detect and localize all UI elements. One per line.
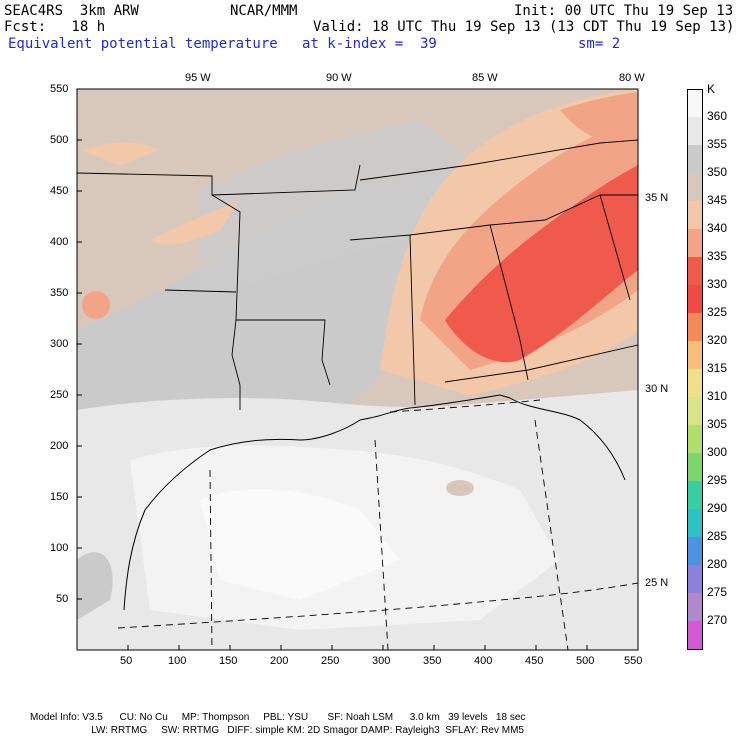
legend-level-label: 350 (707, 165, 728, 179)
x-tick-label: 150 (219, 655, 238, 667)
legend-color-cell (687, 369, 703, 397)
legend-level-label: 300 (707, 445, 728, 459)
legend-level-label: 310 (707, 389, 728, 403)
legend-color-cell (687, 481, 703, 509)
legend-color-cell (687, 453, 703, 481)
y-tick-label: 200 (50, 440, 69, 452)
legend-color-cell (687, 621, 703, 650)
x-tick-label: 500 (576, 655, 595, 667)
frame-ticks (77, 88, 588, 650)
legend-color-cell (687, 397, 703, 425)
legend-level-label: 330 (707, 277, 728, 291)
gulf-coastline (123, 394, 626, 611)
legend-color-cell (687, 313, 703, 341)
legend-level-label: 295 (707, 473, 728, 487)
y-tick-label: 500 (50, 134, 69, 146)
model-info-line1: Model Info: V3.5 CU: No Cu MP: Thompson … (30, 712, 526, 723)
legend-level-label: 320 (707, 333, 728, 347)
latitude-label: 35 N (645, 192, 669, 204)
legend-color-cell (687, 565, 703, 593)
legend-level-label: 340 (707, 221, 728, 235)
legend-level-label: 305 (707, 417, 728, 431)
legend-level-label: 325 (707, 305, 728, 319)
legend-color-cell (687, 509, 703, 537)
legend-level-label: 270 (707, 613, 728, 627)
longitude-label: 80 W (619, 72, 645, 84)
legend-color-cell (687, 117, 703, 145)
legend-level-label: 355 (707, 137, 728, 151)
institution-label: NCAR/MMM (230, 3, 298, 19)
x-tick-label: 300 (372, 655, 391, 667)
legend-level-label: 275 (707, 585, 728, 599)
legend-color-cell (687, 89, 703, 118)
legend-level-label: 285 (707, 529, 728, 543)
legend-color-cell (687, 593, 703, 621)
legend-level-label: 360 (707, 109, 728, 123)
forecast-hour: Fcst: 18 h (4, 19, 106, 35)
x-tick-label: 250 (321, 655, 340, 667)
legend-color-cell (687, 201, 703, 229)
x-tick-label: 550 (624, 655, 643, 667)
legend-level-label: 345 (707, 193, 728, 207)
x-tick-label: 450 (525, 655, 544, 667)
legend-color-cell (687, 425, 703, 453)
x-tick-label: 350 (423, 655, 442, 667)
legend-color-cell (687, 145, 703, 173)
field-name: Equivalent potential temperature (8, 36, 278, 52)
x-tick-label: 400 (474, 655, 493, 667)
k-index-label: at k-index = 39 (302, 36, 437, 52)
legend-level-label: 315 (707, 361, 728, 375)
y-tick-label: 300 (50, 338, 69, 350)
legend-level-label: 290 (707, 501, 728, 515)
map-frame (76, 88, 639, 651)
legend-unit: K (707, 82, 716, 96)
legend-level-label: 335 (707, 249, 728, 263)
y-tick-label: 400 (50, 236, 69, 248)
x-tick-label: 200 (270, 655, 289, 667)
y-tick-label: 50 (56, 593, 69, 605)
valid-time: Valid: 18 UTC Thu 19 Sep 13 (13 CDT Thu … (313, 19, 735, 35)
longitude-label: 85 W (472, 72, 498, 84)
x-tick-label: 100 (168, 655, 187, 667)
latitude-label: 30 N (645, 383, 669, 395)
init-time: Init: 00 UTC Thu 19 Sep 13 (514, 3, 734, 19)
y-tick-label: 550 (50, 83, 69, 95)
y-tick-label: 350 (50, 287, 69, 299)
legend-color-cell (687, 285, 703, 313)
legend-color-cell (687, 257, 703, 285)
y-tick-label: 250 (50, 389, 69, 401)
y-tick-label: 450 (50, 185, 69, 197)
model-info-line2: LW: RRTMG SW: RRTMG DIFF: simple KM: 2D … (30, 725, 524, 736)
longitude-label: 90 W (326, 72, 352, 84)
smoothing-label: sm= 2 (578, 36, 621, 52)
legend-color-cell (687, 537, 703, 565)
x-tick-label: 50 (120, 655, 133, 667)
legend-color-cell (687, 173, 703, 201)
longitude-label: 95 W (185, 72, 211, 84)
state-borders (76, 139, 639, 410)
legend-level-label: 280 (707, 557, 728, 571)
latitude-label: 25 N (645, 577, 669, 589)
field-shading (77, 89, 638, 650)
legend-color-cell (687, 341, 703, 369)
model-title: SEAC4RS 3km ARW (4, 3, 139, 19)
graticule (117, 399, 639, 651)
y-tick-label: 100 (50, 542, 69, 554)
y-tick-label: 150 (50, 491, 69, 503)
legend-color-cell (687, 229, 703, 257)
